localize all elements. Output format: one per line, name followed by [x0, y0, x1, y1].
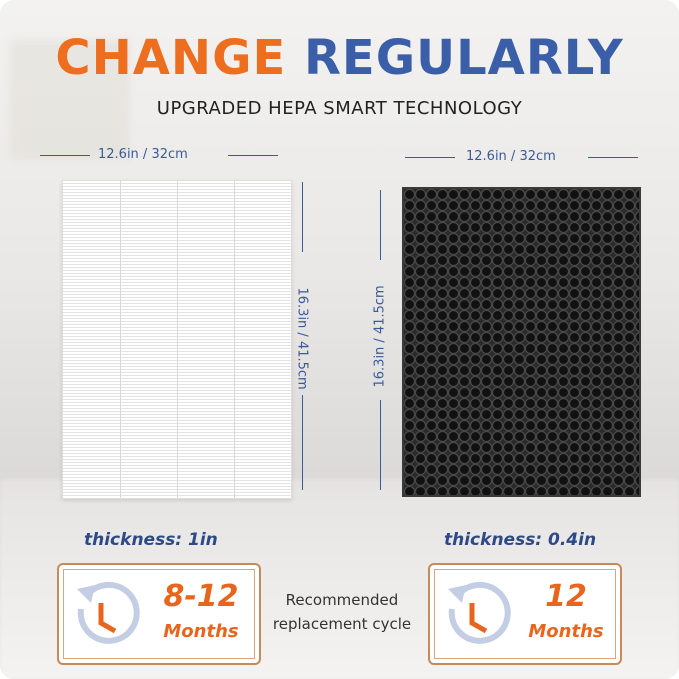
- hepa-thickness: thickness: 1in: [84, 530, 218, 550]
- dim-arrow-line: [228, 155, 278, 156]
- carbon-cycle-value: 12: [545, 579, 587, 614]
- headline: CHANGE REGULARLY: [0, 30, 679, 86]
- carbon-cycle-unit: Months: [528, 621, 604, 642]
- dim-arrow-line: [405, 157, 455, 158]
- background-painting: [10, 40, 130, 160]
- carbon-thickness: thickness: 0.4in: [444, 530, 597, 550]
- subtitle: UPGRADED HEPA SMART TECHNOLOGY: [156, 98, 523, 119]
- hepa-width-label: 12.6in / 32cm: [98, 147, 188, 162]
- center-caption: Recommended replacement cycle: [262, 588, 422, 636]
- carbon-height-label: 16.3in / 41.5cm: [372, 285, 388, 388]
- carbon-filter-image: [402, 187, 641, 497]
- clock-cycle-icon: [448, 581, 511, 644]
- hepa-height-label: 16.3in / 41.5cm: [294, 287, 310, 390]
- dim-arrow-line: [40, 155, 90, 156]
- clock-cycle-icon: [77, 581, 140, 644]
- carbon-width-label: 12.6in / 32cm: [466, 149, 556, 164]
- dim-arrow-line: [302, 182, 303, 252]
- dim-arrow-line: [380, 400, 381, 490]
- caption-line-1: Recommended: [285, 591, 399, 609]
- carbon-cycle-box: 12 Months: [428, 563, 622, 665]
- hepa-cycle-value: 8-12: [163, 579, 239, 614]
- caption-line-2: replacement cycle: [272, 615, 412, 633]
- hepa-cycle-unit: Months: [163, 621, 239, 642]
- dim-arrow-line: [380, 190, 381, 260]
- dim-arrow-line: [588, 157, 638, 158]
- hepa-filter-image: [62, 180, 292, 499]
- dim-arrow-line: [302, 395, 303, 490]
- hepa-cycle-box: 8-12 Months: [57, 563, 261, 665]
- headline-change: CHANGE: [55, 30, 287, 86]
- headline-regularly: REGULARLY: [303, 30, 624, 86]
